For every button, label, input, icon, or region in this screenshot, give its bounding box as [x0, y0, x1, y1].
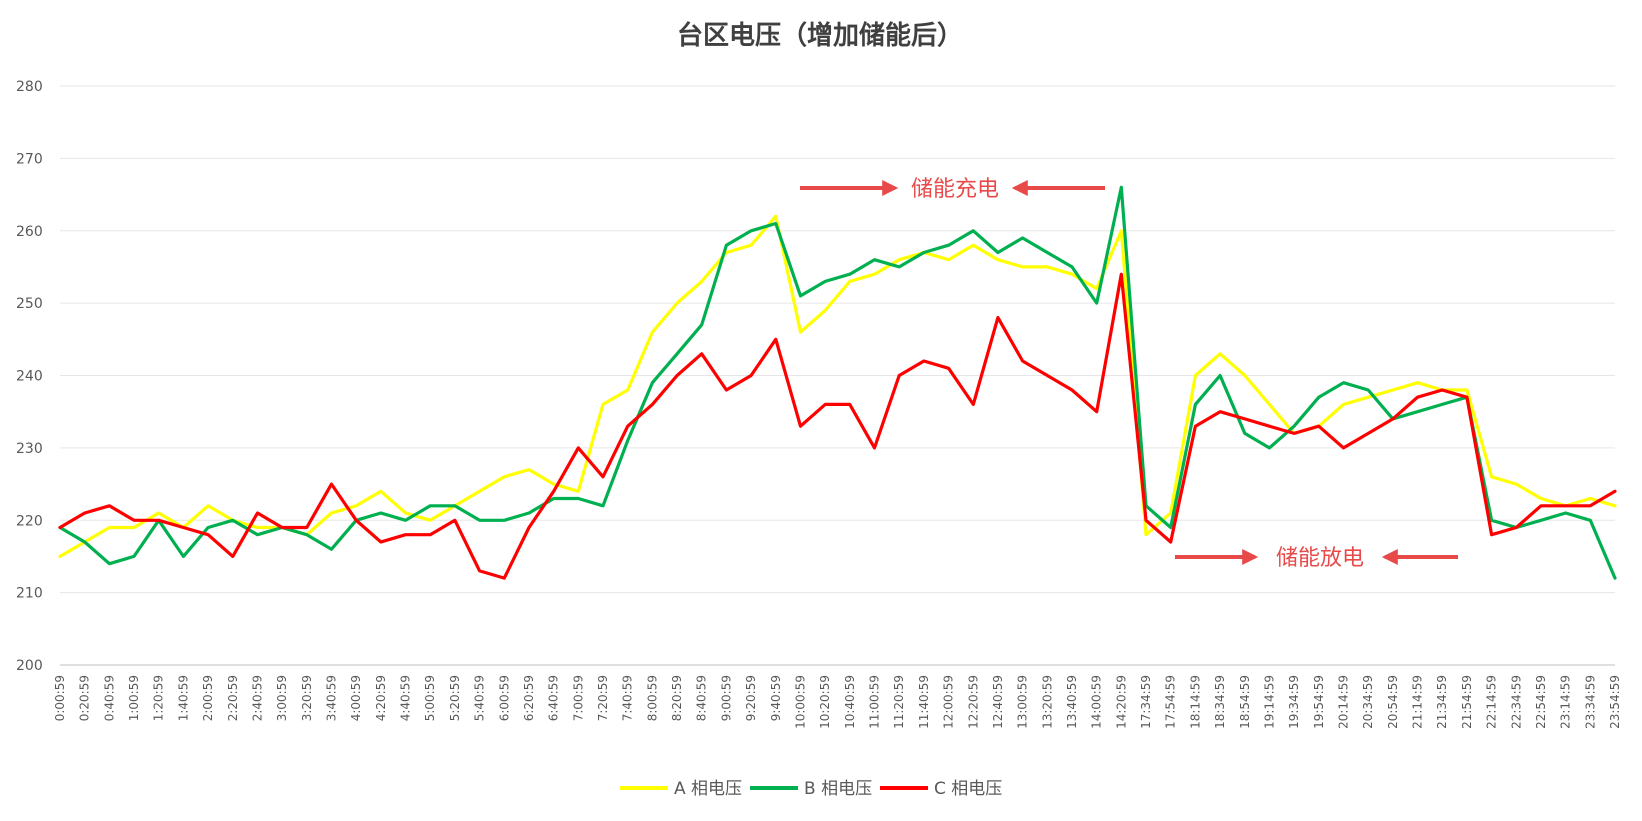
x-tick-label: 19:34:59 [1287, 675, 1301, 729]
x-tick-label: 22:34:59 [1509, 675, 1523, 729]
x-tick-label: 23:54:59 [1608, 675, 1622, 729]
x-tick-label: 1:20:59 [152, 675, 166, 721]
x-tick-label: 9:00:59 [719, 675, 733, 721]
x-tick-label: 5:40:59 [473, 675, 487, 721]
legend-label: B 相电压 [804, 779, 872, 799]
x-tick-label: 11:20:59 [892, 675, 906, 729]
x-tick-label: 22:14:59 [1485, 675, 1499, 729]
x-tick-label: 2:00:59 [201, 675, 215, 721]
x-tick-label: 0:20:59 [78, 675, 92, 721]
x-tick-label: 18:54:59 [1238, 675, 1252, 729]
x-tick-label: 5:20:59 [448, 675, 462, 721]
x-tick-label: 8:40:59 [695, 675, 709, 721]
legend-label: C 相电压 [934, 779, 1002, 799]
x-tick-label: 17:34:59 [1139, 675, 1153, 729]
x-tick-label: 14:00:59 [1090, 675, 1104, 729]
x-tick-label: 9:20:59 [744, 675, 758, 721]
y-axis: 200 210 220 230 240 250 260 270 280 [16, 79, 43, 674]
x-tick-label: 13:40:59 [1065, 675, 1079, 729]
y-tick-label: 200 [16, 658, 43, 674]
x-tick-label: 20:34:59 [1361, 675, 1375, 729]
x-tick-label: 3:00:59 [275, 675, 289, 721]
x-tick-label: 20:14:59 [1336, 675, 1350, 729]
x-tick-label: 11:00:59 [868, 675, 882, 729]
y-tick-label: 270 [16, 151, 43, 167]
x-tick-label: 22:54:59 [1534, 675, 1548, 729]
y-tick-label: 230 [16, 441, 43, 457]
series-line-1 [58, 214, 1617, 558]
x-tick-label: 7:20:59 [596, 675, 610, 721]
x-tick-label: 23:34:59 [1583, 675, 1597, 729]
x-tick-label: 0:40:59 [102, 675, 116, 721]
x-tick-label: 18:14:59 [1188, 675, 1202, 729]
y-tick-label: 250 [16, 296, 43, 312]
x-tick-label: 10:00:59 [793, 675, 807, 729]
y-tick-label: 280 [16, 79, 43, 95]
series-lines [58, 185, 1617, 580]
x-tick-label: 6:40:59 [547, 675, 561, 721]
x-tick-label: 6:20:59 [522, 675, 536, 721]
x-tick-label: 5:00:59 [423, 675, 437, 721]
series-line-2 [58, 185, 1617, 580]
chart-title: 台区电压（增加储能后） [677, 20, 963, 51]
y-tick-label: 240 [16, 369, 43, 385]
x-tick-label: 21:34:59 [1435, 675, 1449, 729]
x-tick-label: 8:00:59 [645, 675, 659, 721]
x-tick-label: 12:20:59 [966, 675, 980, 729]
x-tick-label: 2:40:59 [250, 675, 264, 721]
x-tick-label: 7:00:59 [571, 675, 585, 721]
x-tick-label: 1:00:59 [127, 675, 141, 721]
x-tick-label: 21:14:59 [1411, 675, 1425, 729]
x-tick-label: 19:14:59 [1262, 675, 1276, 729]
y-tick-label: 260 [16, 224, 43, 240]
x-tick-label: 2:20:59 [226, 675, 240, 721]
x-tick-label: 1:40:59 [176, 675, 190, 721]
x-tick-label: 12:40:59 [991, 675, 1005, 729]
series-line-3 [58, 272, 1617, 580]
x-tick-label: 21:54:59 [1460, 675, 1474, 729]
x-tick-label: 13:20:59 [1040, 675, 1054, 729]
x-tick-label: 19:54:59 [1312, 675, 1326, 729]
x-tick-label: 3:40:59 [325, 675, 339, 721]
gridlines [60, 85, 1615, 666]
x-tick-label: 11:40:59 [917, 675, 931, 729]
x-tick-label: 23:14:59 [1559, 675, 1573, 729]
x-axis: 0:00:59 0:20:59 0:40:59 1:00:59 1:20:59 1:40:… [53, 675, 1622, 729]
x-tick-label: 6:00:59 [497, 675, 511, 721]
legend-label: A 相电压 [674, 779, 742, 799]
annotation-label: 储能放电 [1276, 546, 1364, 571]
x-tick-label: 4:20:59 [374, 675, 388, 721]
x-tick-label: 3:20:59 [300, 675, 314, 721]
x-tick-label: 0:00:59 [53, 675, 67, 721]
x-tick-label: 12:00:59 [942, 675, 956, 729]
x-tick-label: 4:40:59 [399, 675, 413, 721]
x-tick-label: 18:34:59 [1213, 675, 1227, 729]
x-tick-label: 17:54:59 [1164, 675, 1178, 729]
x-tick-label: 9:40:59 [769, 675, 783, 721]
x-tick-label: 14:20:59 [1114, 675, 1128, 729]
annotation-label: 储能充电 [911, 177, 999, 202]
x-tick-label: 13:00:59 [1016, 675, 1030, 729]
y-tick-label: 220 [16, 513, 43, 529]
x-tick-label: 10:20:59 [818, 675, 832, 729]
legend: A 相电压 B 相电压 C 相电压 [620, 779, 1002, 799]
y-tick-label: 210 [16, 586, 43, 602]
x-tick-label: 7:40:59 [621, 675, 635, 721]
x-tick-label: 8:20:59 [670, 675, 684, 721]
x-tick-label: 20:54:59 [1386, 675, 1400, 729]
x-tick-label: 4:00:59 [349, 675, 363, 721]
x-tick-label: 10:40:59 [843, 675, 857, 729]
